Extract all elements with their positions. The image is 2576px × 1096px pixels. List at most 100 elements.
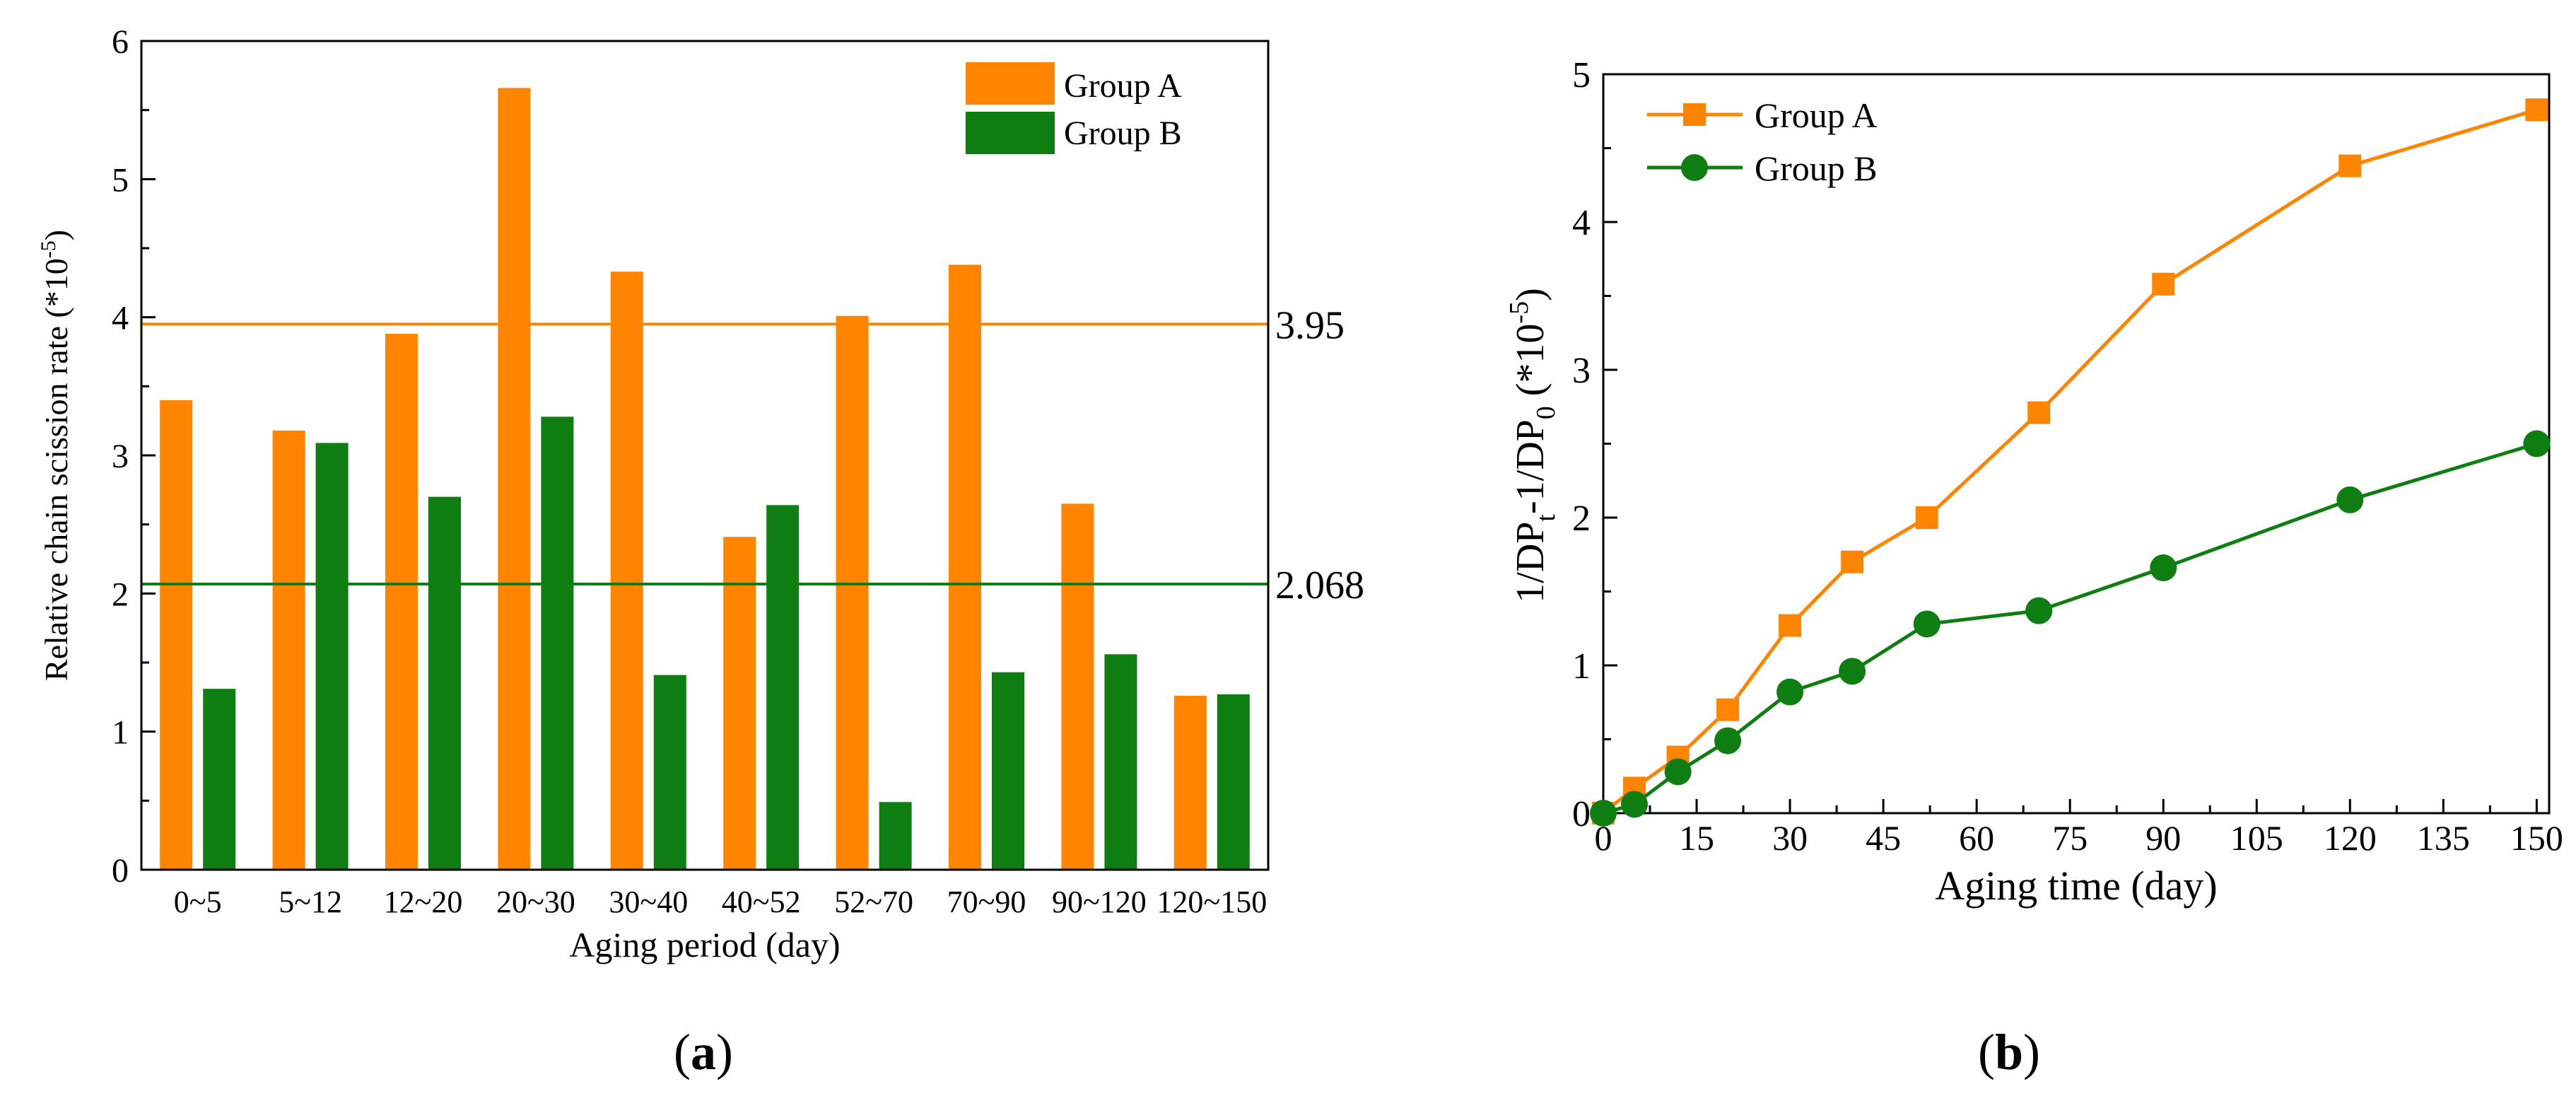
x-axis-title-a: Aging period (day) bbox=[569, 925, 840, 964]
plot-frame-b bbox=[1602, 73, 2551, 815]
x-category-label-a: 30~40 bbox=[609, 885, 688, 919]
y-axis-ticks-b: 0 1 2 3 4 5 bbox=[1572, 55, 1617, 834]
data-point-group-a bbox=[1915, 506, 1938, 529]
series-line-group-b bbox=[1603, 442, 2538, 815]
legend-label-group-b-b: Group B bbox=[1755, 148, 1878, 188]
panel-label-b-letter: b bbox=[1995, 1024, 2023, 1080]
x-tick-label-b: 75 bbox=[2052, 818, 2088, 858]
data-point-group-b bbox=[1839, 658, 1866, 685]
x-tick-label-b: 45 bbox=[1866, 818, 1901, 858]
legend-swatch-group-b bbox=[966, 112, 1055, 154]
bar-group-a-30~40 bbox=[610, 272, 643, 870]
data-point-group-b bbox=[1664, 758, 1692, 786]
y-tick-label-a: 6 bbox=[112, 23, 129, 61]
data-point-group-a bbox=[1716, 698, 1740, 721]
bar-group-a-0~5 bbox=[160, 400, 193, 870]
x-category-label-a: 0~5 bbox=[174, 885, 222, 919]
x-category-label-a: 90~120 bbox=[1052, 885, 1147, 919]
y-axis-title-a: Relative chain scission rate (*10-5) bbox=[37, 230, 74, 681]
x-tick-label-b: 150 bbox=[2510, 818, 2563, 858]
x-tick-label-b: 30 bbox=[1772, 818, 1808, 858]
x-category-label-a: 5~12 bbox=[279, 885, 342, 919]
chart-panel-a: 3.95 2.068 0 1 2 3 4 5 6 0~5 5~12 12~20 20~30 30~40… bbox=[37, 23, 1364, 1080]
legend-label-group-a-b: Group A bbox=[1755, 95, 1878, 135]
line-series-group bbox=[1590, 98, 2551, 827]
bar-group-a-40~52 bbox=[723, 537, 756, 870]
bar-group-a-52~70 bbox=[836, 315, 869, 870]
series-line-group-a bbox=[1602, 107, 2538, 815]
y-tick-label-b: 0 bbox=[1572, 794, 1591, 834]
legend-marker-group-a bbox=[1683, 103, 1706, 126]
y-axis-title-a-base: Relative chain scission rate (*10 bbox=[38, 258, 74, 681]
bar-group-b-120~150 bbox=[1217, 694, 1250, 870]
data-point-group-a bbox=[2152, 272, 2175, 296]
data-point-group-a bbox=[2027, 401, 2051, 424]
data-point-group-b bbox=[2150, 554, 2177, 582]
legend-marker-group-b bbox=[1681, 154, 1708, 181]
x-axis-title-b: Aging time (day) bbox=[1935, 863, 2217, 909]
bar-group-b-70~90 bbox=[992, 672, 1024, 870]
x-tick-label-b: 120 bbox=[2324, 818, 2377, 858]
x-category-label-a: 20~30 bbox=[496, 885, 575, 919]
y-axis-title-b: 1/DPt-1/DP0 (*10-5) bbox=[1504, 288, 1561, 602]
data-point-group-a bbox=[2338, 154, 2362, 177]
y-title-b-exp: -5 bbox=[1504, 301, 1534, 324]
data-point-group-b bbox=[2025, 597, 2053, 624]
panel-label-b: (b) bbox=[1978, 1024, 2040, 1080]
y-title-b-sub-t: t bbox=[1531, 514, 1561, 522]
y-title-b-sub-0: 0 bbox=[1531, 406, 1561, 419]
data-point-group-b bbox=[1590, 800, 1617, 827]
bar-group-a-20~30 bbox=[498, 88, 531, 870]
y-tick-label-b: 4 bbox=[1572, 203, 1591, 243]
bar-group-b-5~12 bbox=[315, 443, 349, 870]
bar-group-b-0~5 bbox=[203, 689, 236, 870]
bar-group-b-52~70 bbox=[879, 802, 912, 870]
plot-frame-a bbox=[140, 40, 1270, 871]
bar-group-a-12~20 bbox=[385, 334, 418, 870]
x-tick-label-b: 135 bbox=[2417, 818, 2470, 858]
x-tick-label-b: 15 bbox=[1679, 818, 1714, 858]
bar-group-a-120~150 bbox=[1173, 695, 1207, 870]
data-point-group-a bbox=[1779, 614, 1802, 637]
y-title-b-close: ) bbox=[1509, 288, 1552, 301]
x-axis-ticks-a: 0~5 5~12 12~20 20~30 30~40 40~52 52~70 70~90 90~… bbox=[174, 885, 1267, 919]
y-axis-ticks-a: 0 1 2 3 4 5 6 bbox=[112, 23, 156, 890]
y-tick-label-a: 1 bbox=[112, 714, 129, 752]
panel-label-a: (a) bbox=[674, 1024, 733, 1080]
panel-label-a-letter: a bbox=[691, 1024, 716, 1080]
x-category-label-a: 12~20 bbox=[384, 885, 463, 919]
legend-a: Group A Group B bbox=[966, 62, 1182, 154]
x-category-label-a: 120~150 bbox=[1157, 885, 1267, 919]
y-title-b-part3: (*10 bbox=[1509, 324, 1552, 407]
y-title-b-part1: 1/DP bbox=[1509, 522, 1552, 603]
x-tick-label-b: 90 bbox=[2145, 818, 2181, 858]
data-point-group-a bbox=[2525, 98, 2548, 122]
x-category-label-a: 70~90 bbox=[947, 885, 1026, 919]
bar-series-group bbox=[160, 88, 1250, 870]
legend-label-group-a: Group A bbox=[1064, 67, 1182, 105]
data-point-group-b bbox=[1776, 678, 1804, 706]
data-point-group-b bbox=[2523, 430, 2551, 457]
reference-label-group-b: 2.068 bbox=[1275, 564, 1364, 607]
data-point-group-b bbox=[1714, 727, 1742, 754]
y-tick-label-a: 4 bbox=[112, 300, 129, 337]
x-category-label-a: 40~52 bbox=[722, 885, 801, 919]
data-point-group-b bbox=[2336, 486, 2364, 513]
bar-group-b-12~20 bbox=[428, 496, 461, 870]
y-tick-label-b: 5 bbox=[1572, 55, 1591, 95]
x-tick-label-b: 60 bbox=[1959, 818, 1994, 858]
x-axis-ticks-b: 0 15 30 45 60 75 90 105 120 135 150 bbox=[1595, 799, 2563, 858]
legend-swatch-group-a bbox=[966, 62, 1055, 105]
y-tick-label-b: 2 bbox=[1572, 499, 1591, 539]
data-point-group-a bbox=[1841, 550, 1864, 573]
y-tick-label-b: 1 bbox=[1572, 646, 1591, 687]
y-tick-label-b: 3 bbox=[1572, 351, 1591, 391]
y-tick-label-a: 2 bbox=[112, 576, 129, 613]
y-tick-label-a: 5 bbox=[112, 161, 129, 199]
legend-label-group-b: Group B bbox=[1064, 115, 1182, 152]
reference-lines: 3.95 2.068 bbox=[141, 303, 1364, 607]
bar-group-b-40~52 bbox=[766, 505, 800, 870]
x-tick-label-b: 105 bbox=[2230, 818, 2283, 858]
reference-label-group-a: 3.95 bbox=[1275, 303, 1345, 347]
